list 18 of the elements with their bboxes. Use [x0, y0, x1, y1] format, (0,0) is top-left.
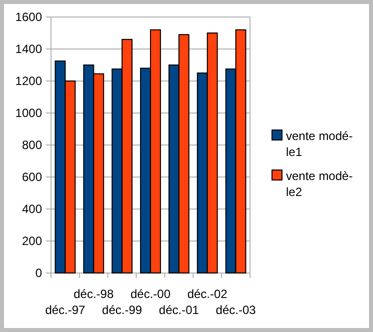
- y-tick-label: 0: [35, 266, 42, 280]
- x-tick-label: déc.-02: [187, 287, 228, 301]
- x-tick-label: déc.-98: [74, 287, 114, 301]
- x-tick-label: déc.-01: [158, 303, 200, 317]
- y-tick-label: 600: [22, 170, 42, 184]
- x-tick-label: déc.-00: [130, 287, 171, 301]
- x-tick-label: déc.-03: [216, 303, 256, 317]
- y-tick-label: 400: [22, 202, 42, 216]
- y-tick-label: 1400: [15, 42, 42, 56]
- y-tick-label: 1600: [15, 10, 42, 24]
- legend-label: vente modé-le1: [286, 129, 353, 159]
- y-tick-label: 800: [22, 138, 42, 152]
- legend-label: vente modè-le2: [286, 169, 353, 199]
- y-tick-label: 1000: [15, 106, 42, 120]
- y-tick-label: 1200: [15, 74, 42, 88]
- y-tick-label: 200: [22, 234, 42, 248]
- x-tick-label: déc.-97: [45, 303, 86, 317]
- x-tick-label: déc.-99: [102, 303, 142, 317]
